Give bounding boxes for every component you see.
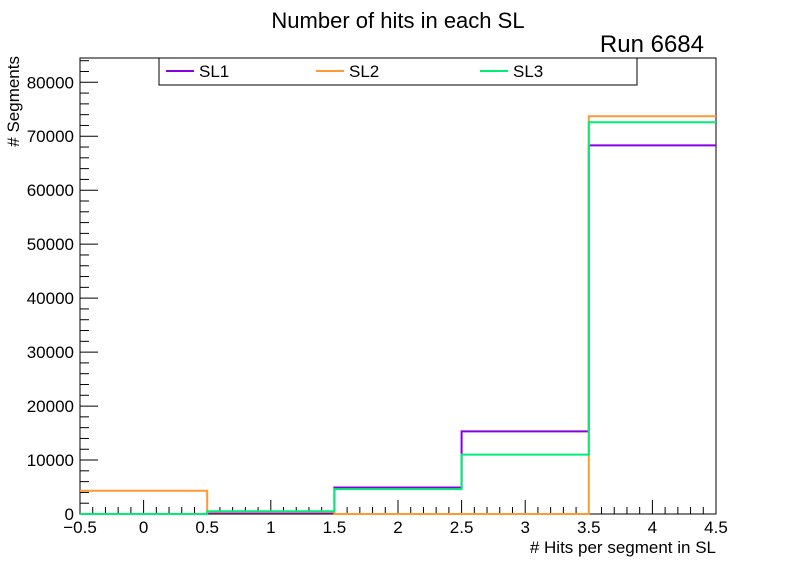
x-tick-label: 2.5 (450, 518, 474, 537)
plot-border (79, 57, 717, 515)
x-tick-label: 4 (648, 518, 657, 537)
x-tick-label: 1.5 (323, 518, 347, 537)
x-tick-labels: −0.5 0 0.5 1 1.5 2 2.5 3 3.5 4 4.5 (63, 518, 728, 537)
plot-frame (79, 57, 717, 515)
y-tick-label: 30000 (27, 343, 74, 362)
y-tick-label: 60000 (27, 181, 74, 200)
y-tick-label: 10000 (27, 451, 74, 470)
y-tick-label: 20000 (27, 397, 74, 416)
series-lines (80, 115, 716, 515)
x-tick-label: 3.5 (577, 518, 601, 537)
y-tick-label: 70000 (27, 127, 74, 146)
x-tick-label: 4.5 (704, 518, 728, 537)
legend-box (158, 57, 638, 86)
x-tick-label: 0 (139, 518, 148, 537)
chart-title: Number of hits in each SL (271, 8, 524, 33)
y-tick-label: 50000 (27, 235, 74, 254)
x-axis-label: # Hits per segment in SL (530, 538, 716, 557)
y-tick-label: 40000 (27, 289, 74, 308)
legend-label-sl2: SL2 (349, 62, 379, 81)
y-tick-label: 80000 (27, 73, 74, 92)
run-label: Run 6684 (600, 31, 704, 58)
x-tick-label: −0.5 (63, 518, 97, 537)
y-tick-label: 0 (65, 505, 74, 524)
legend-label-sl1: SL1 (199, 62, 229, 81)
legend: SL1 SL2 SL3 (158, 57, 638, 86)
series-sl2-line (80, 115, 716, 515)
x-tick-label: 0.5 (195, 518, 219, 537)
series-sl3-line (80, 121, 716, 515)
x-tick-label: 1 (266, 518, 275, 537)
x-tick-label: 3 (520, 518, 529, 537)
x-tick-label: 2 (393, 518, 402, 537)
series-sl1-line (80, 144, 716, 515)
legend-label-sl3: SL3 (513, 62, 543, 81)
axis-ticks (79, 60, 717, 515)
y-axis-label: # Segments (4, 56, 23, 147)
y-tick-labels: 0 10000 20000 30000 40000 50000 60000 70000 8000… (27, 73, 74, 524)
